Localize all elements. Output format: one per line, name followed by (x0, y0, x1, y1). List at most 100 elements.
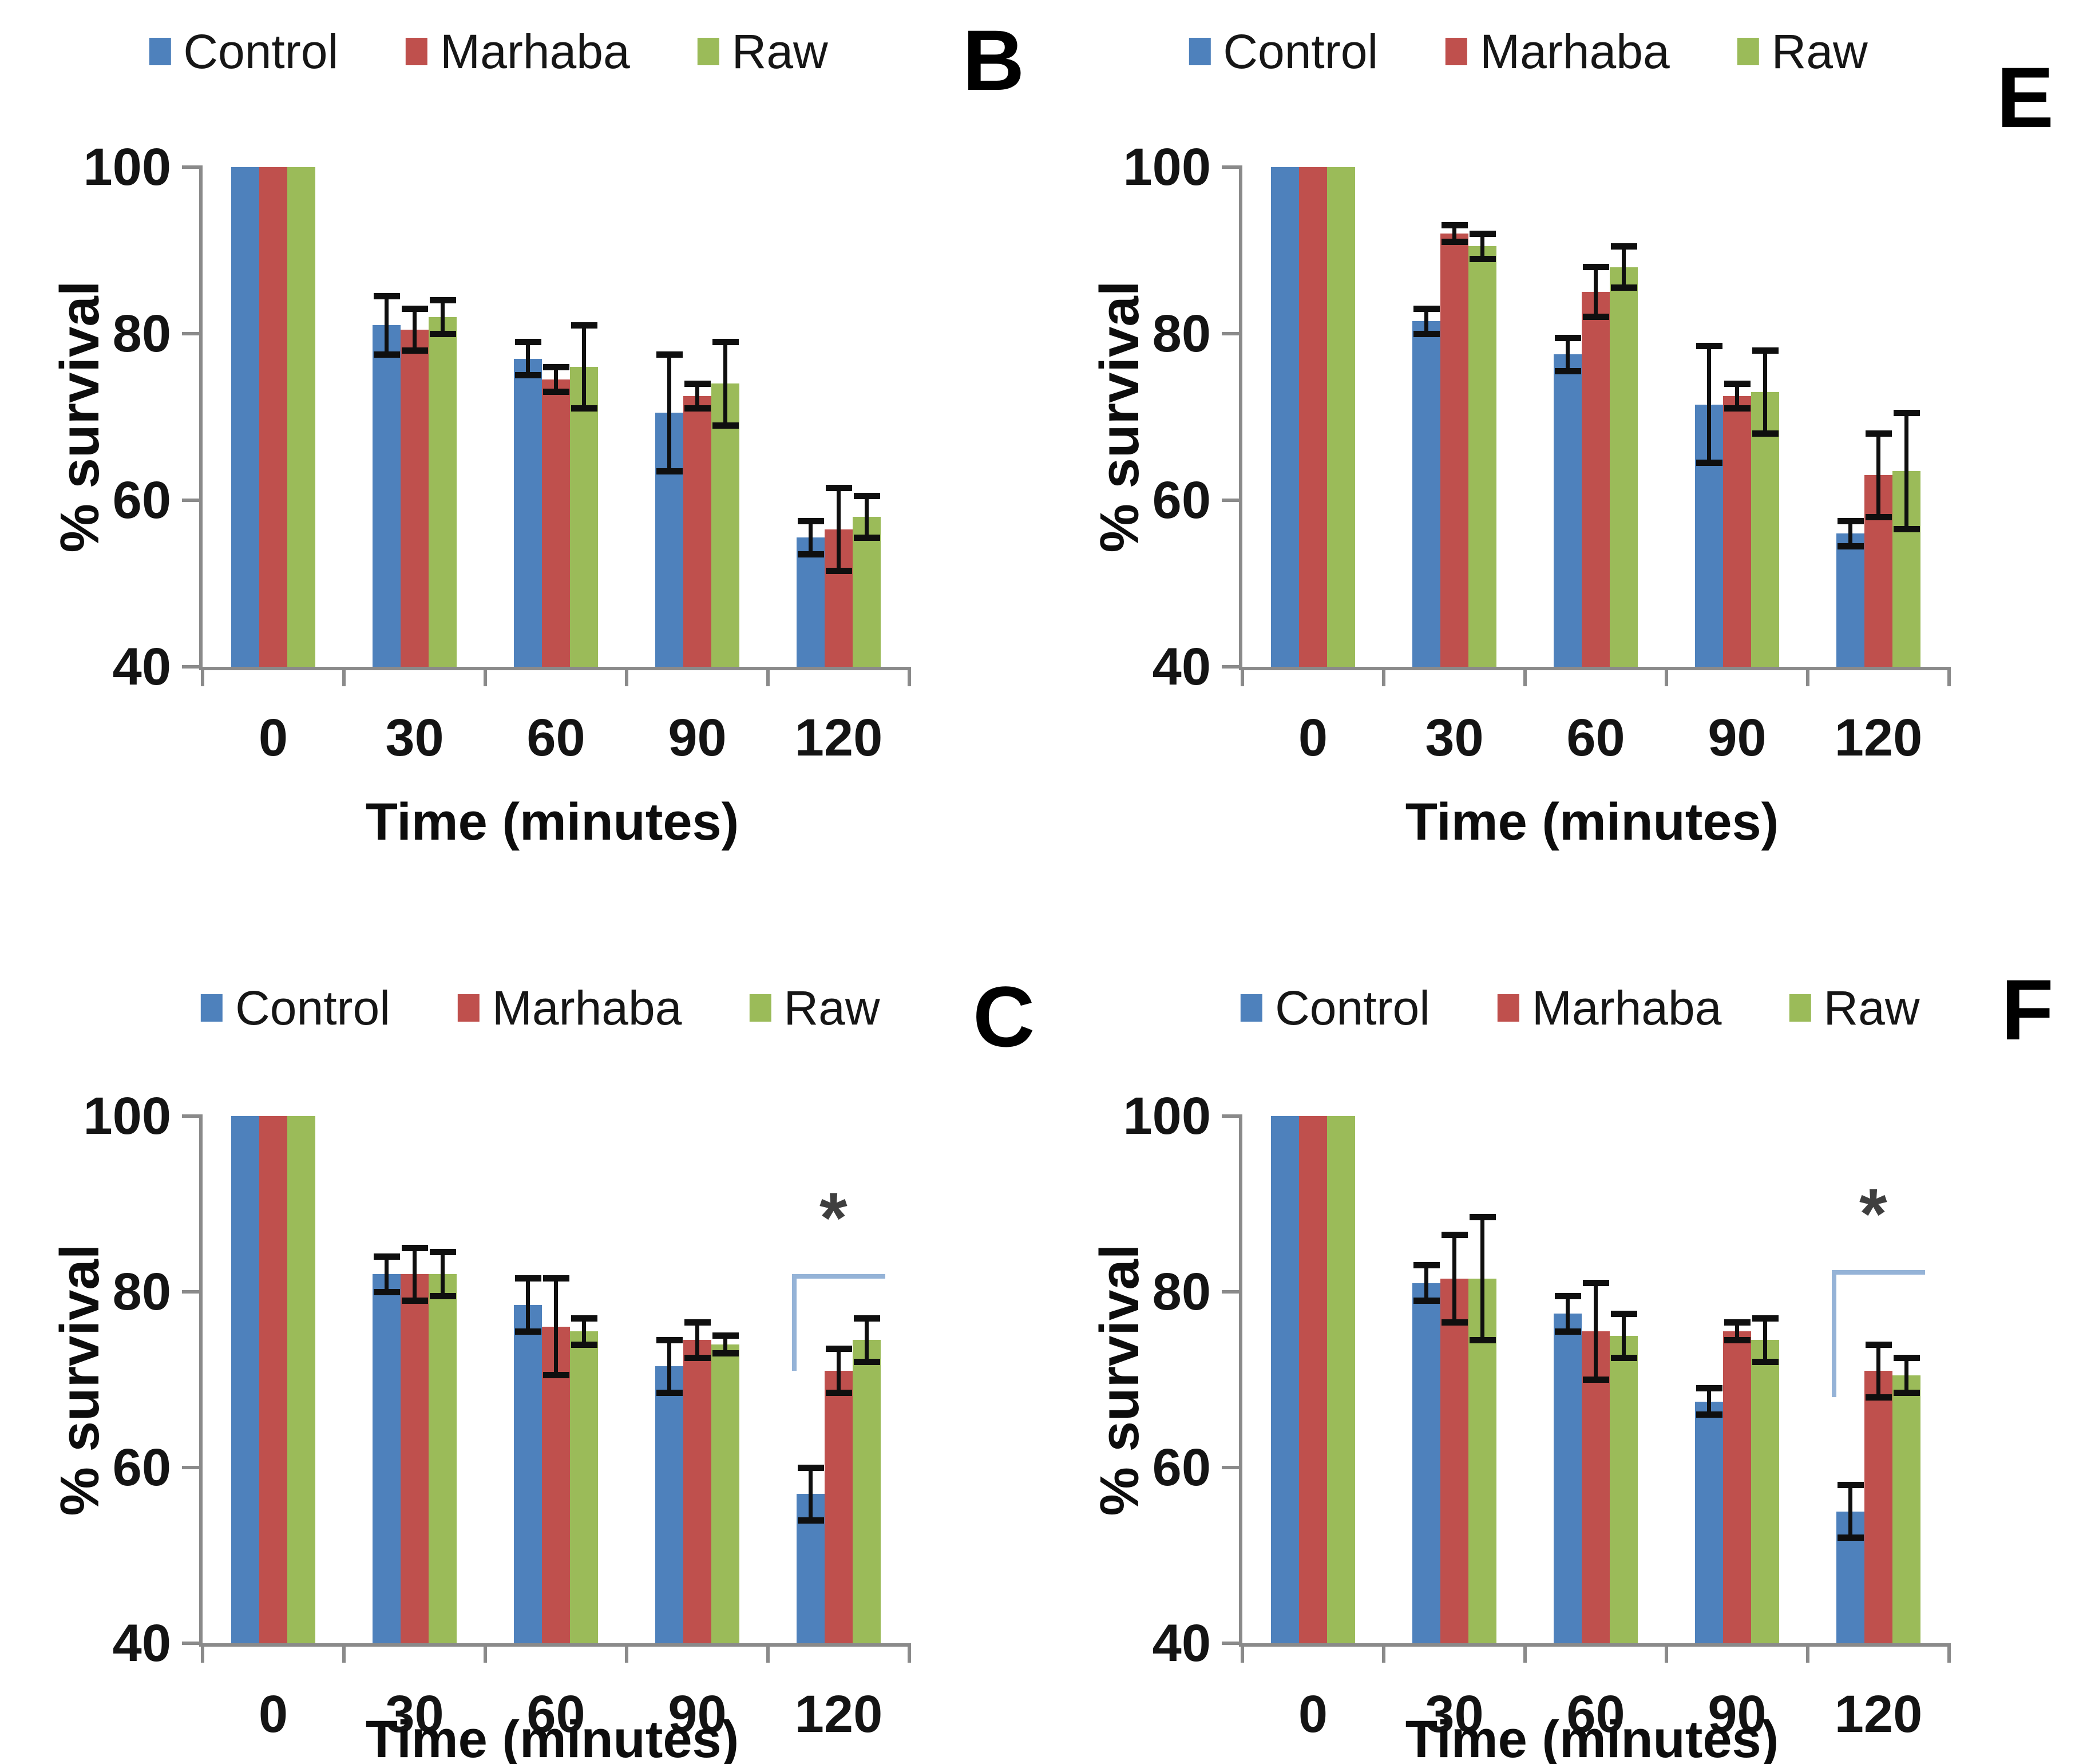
error-bar-cap (712, 1332, 739, 1339)
error-bar-cap (656, 1336, 683, 1343)
bar-raw-90 (711, 383, 739, 667)
error-bar-cap (1752, 1359, 1779, 1366)
error-bar-cap (542, 363, 569, 370)
marhaba-swatch (406, 38, 428, 65)
legend-item-marhaba: Marhaba (1497, 984, 1721, 1032)
error-bar-cap (401, 305, 428, 312)
error-bar-cap (1441, 1319, 1468, 1326)
bar-marhaba-90 (1723, 1331, 1751, 1643)
error-bar-cap (656, 468, 683, 474)
y-axis-tick (1222, 665, 1242, 669)
legend-label: Marhaba (1480, 25, 1670, 78)
panel-letter: C (973, 968, 1035, 1065)
error-bar-cap (1413, 1262, 1440, 1269)
error-bar (1480, 1217, 1484, 1340)
error-bar-cap (712, 339, 739, 346)
error-bar-cap (1413, 305, 1440, 312)
x-tick-label: 0 (1298, 1685, 1328, 1743)
error-bar (809, 1468, 813, 1521)
x-tick-label: 0 (258, 1685, 288, 1743)
bar-control-120 (1836, 533, 1864, 667)
bar-raw-30 (429, 1274, 457, 1643)
legend-item-marhaba: Marhaba (1446, 27, 1670, 76)
error-bar (1848, 521, 1852, 547)
error-bar (1594, 1283, 1598, 1380)
marhaba-swatch (1446, 38, 1468, 65)
y-tick-label: 100 (83, 1087, 172, 1145)
error-bar-cap (401, 1244, 428, 1251)
x-axis-tick (342, 1643, 346, 1663)
error-bar (1424, 308, 1428, 334)
y-axis-tick (1222, 332, 1242, 335)
x-tick-label: 120 (794, 709, 883, 767)
error-bar (1904, 413, 1908, 529)
legend-item-marhaba: Marhaba (406, 27, 630, 76)
x-axis-tick (1241, 1643, 1244, 1663)
error-bar-cap (1752, 1315, 1779, 1322)
x-axis-tick (1806, 1643, 1809, 1663)
legend: Control Marhaba Raw (149, 27, 828, 76)
x-axis-tick (342, 667, 346, 686)
y-tick-label: 80 (1152, 304, 1211, 363)
error-bar (413, 1248, 417, 1301)
y-tick-label: 80 (1152, 1263, 1211, 1321)
error-bar (809, 521, 813, 555)
bar-control-60 (514, 1305, 542, 1643)
error-bar (837, 488, 841, 571)
error-bar-cap (797, 1517, 824, 1524)
bar-marhaba-0 (1299, 1116, 1327, 1643)
y-tick-label: 40 (1152, 1614, 1211, 1672)
control-swatch (201, 994, 223, 1022)
error-bar-cap (1554, 334, 1581, 341)
bar-control-0 (1271, 167, 1299, 667)
bar-marhaba-30 (401, 1274, 429, 1643)
x-tick-label: 120 (794, 1685, 883, 1743)
error-bar-cap (1582, 264, 1609, 271)
error-bar (1735, 1322, 1739, 1340)
significance-star: * (819, 1178, 848, 1259)
x-axis-tick (766, 667, 770, 686)
bar-raw-0 (1327, 1116, 1355, 1643)
significance-bracket-vertical (792, 1274, 797, 1371)
x-axis-tick (1947, 667, 1951, 686)
bar-marhaba-30 (1440, 234, 1468, 667)
x-axis-tick (201, 1643, 204, 1663)
error-bar-cap (1469, 230, 1496, 237)
bar-raw-0 (1327, 167, 1355, 667)
error-bar-cap (571, 1315, 597, 1322)
control-swatch (1189, 38, 1211, 65)
bar-raw-90 (711, 1344, 739, 1643)
raw-swatch (749, 994, 771, 1022)
error-bar-cap (1554, 1328, 1581, 1335)
legend-label: Control (235, 981, 390, 1035)
y-tick-label: 60 (112, 1438, 171, 1497)
error-bar-cap (1837, 1482, 1864, 1489)
error-bar-cap (1865, 430, 1892, 437)
error-bar-cap (797, 551, 824, 558)
x-tick-label: 30 (1425, 1685, 1484, 1743)
legend: Control Marhaba Raw (1189, 27, 1868, 76)
bar-raw-60 (1610, 1335, 1638, 1643)
error-bar-cap (1610, 1354, 1637, 1361)
plot-area: 100 80 60 40 0 30 60 90 120 * (84, 1090, 911, 1741)
error-bar (1876, 433, 1880, 517)
error-bar-cap (825, 1346, 852, 1352)
y-tick-label: 100 (83, 138, 172, 196)
control-swatch (1241, 994, 1263, 1022)
error-bar-cap (1413, 330, 1440, 337)
legend-label: Raw (1823, 981, 1920, 1035)
error-bar (582, 325, 586, 409)
legend: Control Marhaba Raw (1241, 981, 1920, 1035)
panel-letter: F (2001, 962, 2054, 1058)
error-bar (526, 342, 530, 375)
error-bar-cap (656, 351, 683, 358)
bar-control-120 (797, 537, 825, 667)
significance-star: * (1859, 1174, 1887, 1254)
error-bar-cap (853, 1359, 880, 1366)
x-axis-title: Time (minutes) (1405, 1710, 1779, 1764)
error-bar-cap (1837, 517, 1864, 524)
bar-raw-90 (1751, 1340, 1779, 1643)
error-bar-cap (373, 1253, 400, 1260)
y-axis-tick (182, 1290, 203, 1294)
error-bar-cap (1696, 343, 1722, 350)
